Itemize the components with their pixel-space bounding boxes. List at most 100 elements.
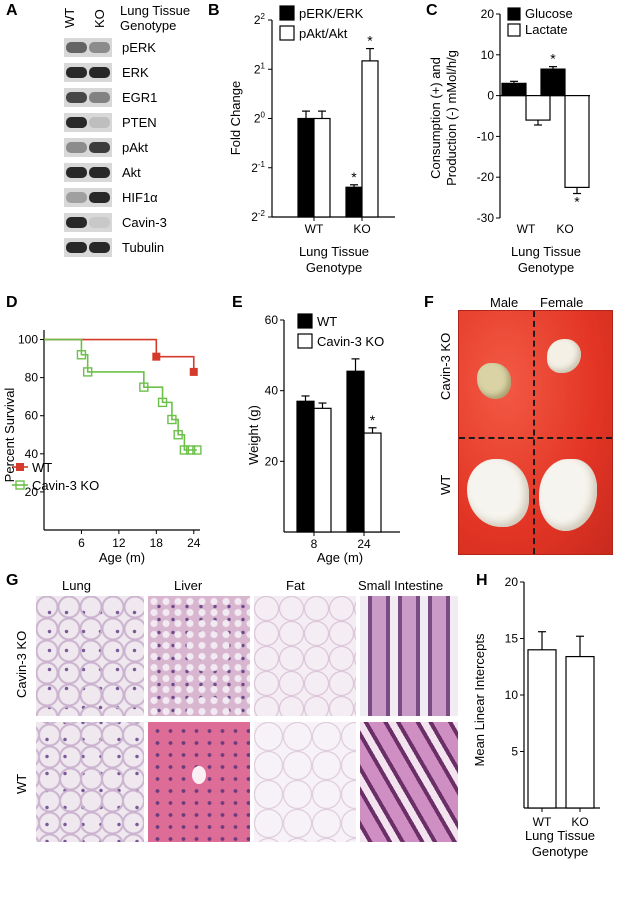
blot-protein-label: Cavin-3 <box>122 215 167 230</box>
blot-protein-label: HIF1α <box>122 190 158 205</box>
blot-band-wt <box>66 42 87 53</box>
chart-h: 20 15 10 5 WT KO Mean Linear Intercepts Lung Ti… <box>472 575 600 859</box>
x-tick-label: 18 <box>150 536 164 550</box>
significance-star: * <box>370 412 376 428</box>
legend-swatch <box>279 25 295 41</box>
y-tick-label: -20 <box>477 170 495 184</box>
survival-marker <box>152 352 161 361</box>
survival-marker <box>167 414 177 425</box>
photo-divider-horizontal <box>459 437 612 439</box>
y-axis-label: Production (-) mMol/h/g <box>444 50 459 186</box>
bar <box>540 68 566 97</box>
histo-col-intestine: Small Intestine <box>358 578 444 593</box>
x-tick-label: KO <box>556 222 573 236</box>
blot-protein-label: pERK <box>122 40 156 55</box>
y-tick-label: 10 <box>481 48 495 62</box>
survival-marker <box>76 350 87 360</box>
histo-row-wt: WT <box>14 773 29 794</box>
blot-row <box>64 188 112 207</box>
x-axis-label: Age (m) <box>99 550 145 565</box>
blot-row <box>64 63 112 82</box>
x-tick-label: KO <box>571 815 588 829</box>
y-tick-label: 22 <box>254 12 266 27</box>
histo-liver-wt <box>148 722 250 842</box>
legend-swatch <box>297 333 313 349</box>
blot-header-line1: Lung Tissue <box>120 3 191 18</box>
y-tick-label: 21 <box>254 61 266 76</box>
panel-label-d: D <box>6 294 18 311</box>
y-tick-label: 20 <box>481 7 495 21</box>
y-axis-label: Percent Survival <box>2 388 17 483</box>
x-axis-label: Lung Tissue <box>525 828 595 843</box>
y-tick-label: -10 <box>477 129 495 143</box>
photo-row-wt: WT <box>438 474 453 495</box>
lung-ko-female <box>547 339 581 373</box>
survival-marker <box>185 445 196 455</box>
y-axis-label: Weight (g) <box>246 405 261 465</box>
blot-band-ko <box>89 42 110 53</box>
legend-label: pAkt/Akt <box>299 26 348 41</box>
y-tick-label: 0 <box>487 89 494 103</box>
y-tick-label: 40 <box>25 447 39 461</box>
blot-band-ko <box>89 67 110 78</box>
survival-marker <box>82 367 93 377</box>
x-tick-label: 12 <box>112 536 126 550</box>
blot-lane-ko: KO <box>92 9 107 28</box>
histo-liver-ko <box>148 596 250 716</box>
histo-col-lung: Lung <box>62 578 91 593</box>
organ-photo <box>458 310 613 555</box>
blot-band-ko <box>89 117 110 128</box>
blot-row <box>64 113 112 132</box>
blot-protein-label: ERK <box>122 65 149 80</box>
y-tick-label: 15 <box>505 632 519 646</box>
y-tick-label: 20 <box>254 111 266 126</box>
histo-fat-wt <box>254 722 356 842</box>
y-tick-label: -30 <box>477 211 495 225</box>
panel-label-g: G <box>6 572 19 589</box>
blot-row <box>64 38 112 57</box>
panel-label-c: C <box>426 2 438 19</box>
legend-label: Cavin-3 KO <box>317 334 384 349</box>
significance-star: * <box>574 194 580 210</box>
y-axis-label: Consumption (+) and <box>428 57 443 179</box>
y-axis-label: Mean Linear Intercepts <box>472 633 487 766</box>
histo-intestine-ko <box>360 596 458 716</box>
blot-band-ko <box>89 92 110 103</box>
blot-row <box>64 88 112 107</box>
histo-col-fat: Fat <box>286 578 305 593</box>
significance-star: * <box>351 169 357 185</box>
blot-row <box>64 138 112 157</box>
blot-band-ko <box>89 217 110 228</box>
y-tick-label: 10 <box>505 688 519 702</box>
blot-row <box>64 238 112 257</box>
bar <box>527 649 557 809</box>
x-axis-label: Lung Tissue <box>299 244 369 259</box>
survival-marker <box>157 397 168 408</box>
bar <box>346 370 365 533</box>
legend-swatch <box>279 5 295 21</box>
x-axis-label: Age (m) <box>317 550 363 565</box>
histo-row-ko: Cavin-3 KO <box>14 630 29 698</box>
y-tick-label: 2-1 <box>251 160 265 175</box>
y-axis-label: Fold Change <box>228 81 243 155</box>
survival-line <box>44 338 195 372</box>
lung-ko-male <box>477 363 511 399</box>
x-tick-label: WT <box>533 815 552 829</box>
legend-swatch <box>297 313 313 329</box>
bar <box>501 82 527 97</box>
blot-row <box>64 163 112 182</box>
y-tick-label: 5 <box>511 745 518 759</box>
photo-divider-vertical <box>533 311 535 554</box>
legend-label: pERK/ERK <box>299 6 364 21</box>
blot-protein-label: Tubulin <box>122 240 165 255</box>
bar <box>564 94 590 189</box>
y-tick-label: 20 <box>25 485 39 499</box>
bar <box>361 60 379 218</box>
y-tick-label: 20 <box>265 454 279 468</box>
legend-swatch <box>507 7 521 21</box>
photo-row-ko: Cavin-3 KO <box>438 332 453 400</box>
blot-header-line2: Genotype <box>120 18 177 33</box>
x-axis-label: Genotype <box>518 260 574 275</box>
